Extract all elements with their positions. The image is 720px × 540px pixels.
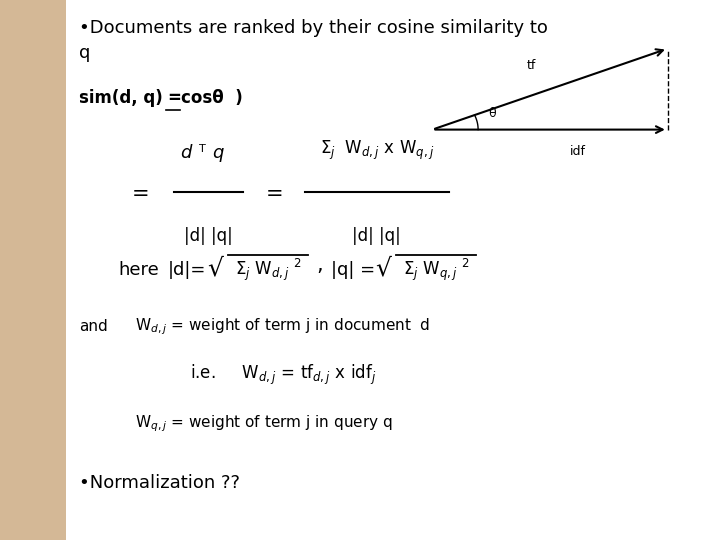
- Text: |d| |q|: |d| |q|: [352, 227, 401, 245]
- Text: |d|=: |d|=: [168, 261, 206, 279]
- Text: =: =: [132, 184, 149, 205]
- Text: q: q: [79, 44, 91, 62]
- Text: •Documents are ranked by their cosine similarity to: •Documents are ranked by their cosine si…: [79, 19, 548, 37]
- Text: ,: ,: [317, 254, 323, 275]
- Text: |d| |q|: |d| |q|: [184, 227, 233, 245]
- Text: =: =: [266, 184, 283, 205]
- Text: i.e.     W$_{d,j}$ = tf$_{d,j}$ x idf$_j$: i.e. W$_{d,j}$ = tf$_{d,j}$ x idf$_j$: [191, 363, 377, 387]
- Text: √: √: [375, 256, 391, 280]
- Text: Σ$_j$ W$_{q,j}$ $^2$: Σ$_j$ W$_{q,j}$ $^2$: [402, 257, 470, 283]
- Text: here: here: [119, 261, 159, 279]
- Text: T: T: [199, 144, 206, 154]
- Text: W$_{d,j}$ = weight of term j in document  d: W$_{d,j}$ = weight of term j in document…: [135, 316, 431, 337]
- Text: Σ$_j$ W$_{d,j}$ $^2$: Σ$_j$ W$_{d,j}$ $^2$: [235, 257, 302, 283]
- Text: idf: idf: [570, 145, 586, 158]
- Text: |q| =: |q| =: [331, 261, 375, 279]
- Text: W$_{q,j}$ = weight of term j in query q: W$_{q,j}$ = weight of term j in query q: [135, 414, 392, 434]
- Text: =: =: [168, 89, 181, 107]
- Text: q: q: [212, 144, 223, 162]
- Text: •Normalization ??: •Normalization ??: [79, 474, 240, 492]
- Text: d: d: [181, 144, 192, 162]
- Text: θ: θ: [488, 107, 495, 120]
- Text: and: and: [79, 319, 108, 334]
- Text: Σ$_j$  W$_{d,j}$ x W$_{q,j}$: Σ$_j$ W$_{d,j}$ x W$_{q,j}$: [320, 139, 434, 162]
- Text: √: √: [207, 256, 222, 280]
- Text: tf: tf: [526, 58, 536, 71]
- Text: cosθ  ): cosθ ): [181, 89, 243, 107]
- Text: sim(d, q): sim(d, q): [79, 89, 163, 107]
